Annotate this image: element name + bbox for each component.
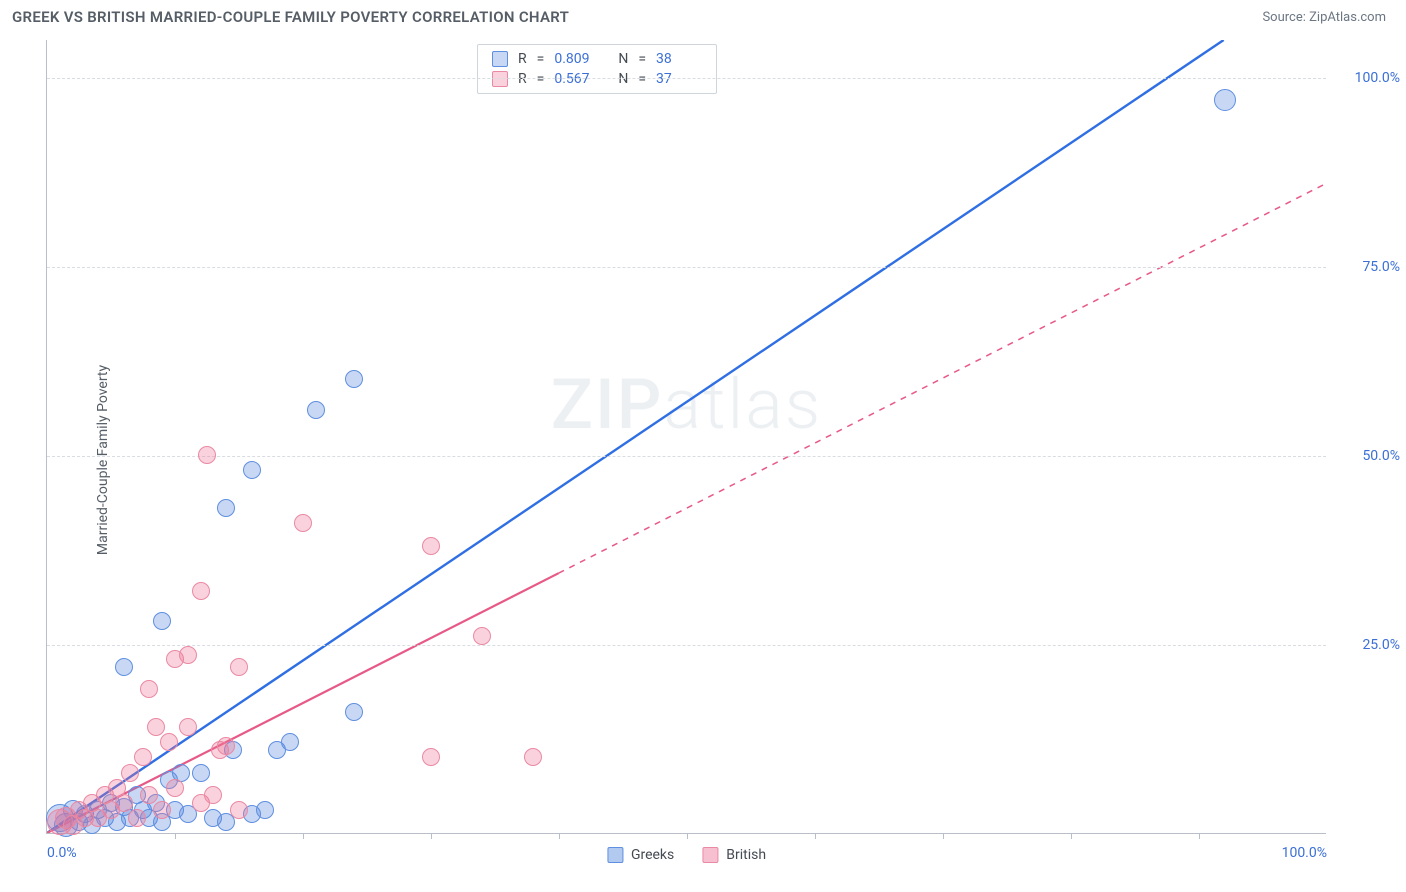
- n-value-1: 37: [656, 71, 702, 87]
- regression-lines: [47, 40, 1326, 833]
- data-point: [147, 718, 165, 736]
- legend-swatch-greeks: [607, 847, 623, 863]
- data-point: [217, 499, 235, 517]
- chart-container: Married-Couple Family Poverty ZIPatlas R…: [0, 32, 1406, 888]
- legend-label-greeks: Greeks: [631, 847, 674, 863]
- data-point: [115, 794, 133, 812]
- grid-line: [47, 267, 1326, 268]
- data-point: [345, 703, 363, 721]
- data-point: [160, 733, 178, 751]
- data-point: [345, 370, 363, 388]
- x-tick-mark: [687, 833, 688, 839]
- data-point: [128, 809, 146, 827]
- swatch-greeks: [492, 51, 508, 67]
- data-point: [204, 786, 222, 804]
- chart-header: GREEK VS BRITISH MARRIED-COUPLE FAMILY P…: [0, 0, 1406, 32]
- source-label: Source:: [1262, 10, 1305, 25]
- r-label-1: R: [518, 71, 527, 87]
- grid-line: [47, 456, 1326, 457]
- data-point: [115, 658, 133, 676]
- grid-line: [47, 645, 1326, 646]
- data-point: [217, 737, 235, 755]
- data-point: [1214, 89, 1236, 111]
- data-point: [153, 801, 171, 819]
- data-point: [121, 764, 139, 782]
- data-point: [422, 537, 440, 555]
- data-point: [198, 446, 216, 464]
- data-point: [256, 801, 274, 819]
- grid-line: [47, 78, 1326, 79]
- data-point: [140, 680, 158, 698]
- data-point: [243, 461, 261, 479]
- x-tick-mark: [815, 833, 816, 839]
- legend-item-greeks: Greeks: [607, 847, 674, 863]
- y-tick-label: 25.0%: [1362, 637, 1400, 653]
- watermark: ZIPatlas: [551, 364, 823, 446]
- legend-swatch-british: [702, 847, 718, 863]
- x-tick-mark: [1199, 833, 1200, 839]
- legend-item-british: British: [702, 847, 766, 863]
- data-point: [524, 748, 542, 766]
- series-legend: Greeks British: [607, 847, 766, 863]
- x-tick-mark: [559, 833, 560, 839]
- r-label-0: R: [518, 51, 527, 67]
- source-value: ZipAtlas.com: [1309, 10, 1386, 25]
- x-tick-mark: [175, 833, 176, 839]
- watermark-left: ZIP: [551, 364, 664, 446]
- legend-row-greeks: R = 0.809 N = 38: [478, 49, 716, 69]
- r-value-0: 0.809: [554, 51, 600, 67]
- data-point: [473, 627, 491, 645]
- data-point: [192, 764, 210, 782]
- n-label-0: N: [618, 51, 628, 67]
- data-point: [140, 786, 158, 804]
- data-point: [281, 733, 299, 751]
- plot-area: ZIPatlas R = 0.809 N = 38 R = 0.567 N = …: [46, 40, 1326, 834]
- data-point: [134, 748, 152, 766]
- data-point: [179, 718, 197, 736]
- n-value-0: 38: [656, 51, 702, 67]
- swatch-british: [492, 71, 508, 87]
- data-point: [153, 612, 171, 630]
- correlation-legend: R = 0.809 N = 38 R = 0.567 N = 37: [477, 44, 717, 94]
- data-point: [179, 646, 197, 664]
- x-start-label: 0.0%: [47, 845, 77, 861]
- chart-title: GREEK VS BRITISH MARRIED-COUPLE FAMILY P…: [12, 8, 569, 26]
- chart-source: Source: ZipAtlas.com: [1262, 10, 1386, 25]
- data-point: [294, 514, 312, 532]
- watermark-right: atlas: [663, 364, 822, 446]
- data-point: [192, 582, 210, 600]
- r-value-1: 0.567: [554, 71, 600, 87]
- data-point: [422, 748, 440, 766]
- x-tick-mark: [303, 833, 304, 839]
- n-label-1: N: [618, 71, 628, 87]
- data-point: [307, 401, 325, 419]
- y-tick-label: 75.0%: [1362, 259, 1400, 275]
- y-tick-label: 100.0%: [1355, 70, 1400, 86]
- data-point: [230, 801, 248, 819]
- data-point: [230, 658, 248, 676]
- x-tick-mark: [1071, 833, 1072, 839]
- data-point: [166, 779, 184, 797]
- legend-row-british: R = 0.567 N = 37: [478, 69, 716, 89]
- y-tick-label: 50.0%: [1362, 448, 1400, 464]
- legend-label-british: British: [726, 847, 766, 863]
- x-end-label: 100.0%: [1282, 845, 1327, 861]
- x-tick-mark: [943, 833, 944, 839]
- x-tick-mark: [431, 833, 432, 839]
